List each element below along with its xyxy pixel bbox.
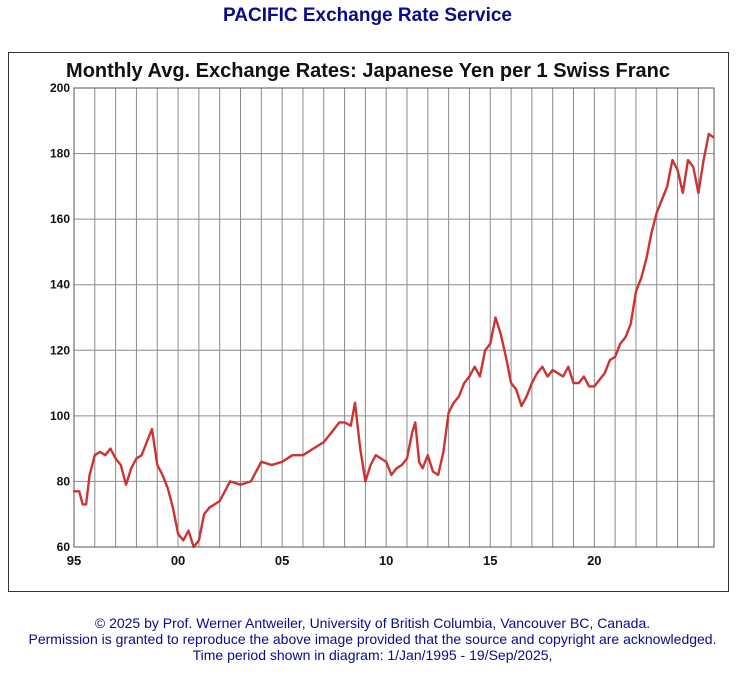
y-tick-label: 100 (50, 409, 70, 423)
x-tick-label: 00 (171, 553, 185, 568)
y-tick-label: 140 (50, 278, 70, 292)
y-tick-label: 80 (57, 474, 71, 488)
x-tick-label: 10 (379, 553, 393, 568)
chart-frame: Monthly Avg. Exchange Rates: Japanese Ye… (8, 52, 729, 592)
exchange-rate-chart: Monthly Avg. Exchange Rates: Japanese Ye… (50, 60, 715, 568)
grid-layer (73, 87, 714, 548)
y-tick-label: 200 (50, 81, 70, 95)
plot-background (74, 88, 714, 547)
y-tick-label: 60 (57, 540, 71, 554)
copyright-text: © 2025 by Prof. Werner Antweiler, Univer… (94, 615, 651, 631)
plot-border (73, 87, 715, 548)
x-tick-label: 05 (275, 553, 289, 568)
page-title: PACIFIC Exchange Rate Service (223, 5, 512, 26)
time-period-text: Time period shown in diagram: 1/Jan/1995… (192, 647, 553, 663)
y-tick-label: 160 (50, 212, 70, 226)
y-tick-label: 120 (50, 343, 70, 357)
series-layer (72, 132, 715, 549)
permission-text: Permission is granted to reproduce the a… (28, 631, 717, 647)
series-line-jpy-per-chf (72, 132, 715, 549)
axis-labels: 60 80 100 120 140 160 180 200 95 00 05 10 15 20 (50, 81, 602, 568)
x-tick-label: 15 (483, 553, 497, 568)
x-tick-label: 20 (587, 553, 601, 568)
x-tick-label: 95 (67, 553, 81, 568)
footer: © 2025 by Prof. Werner Antweiler, Univer… (0, 615, 745, 663)
chart-title: Monthly Avg. Exchange Rates: Japanese Ye… (66, 60, 670, 82)
y-tick-label: 180 (50, 147, 70, 161)
